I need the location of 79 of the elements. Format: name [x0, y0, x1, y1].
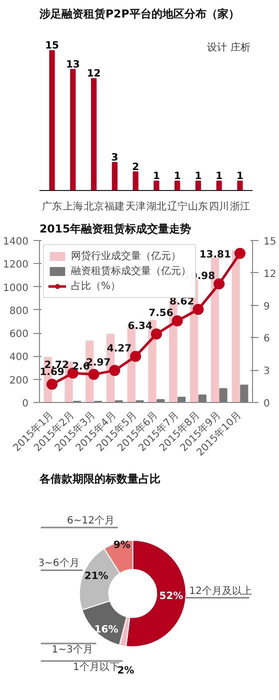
data-label: 4.27	[106, 343, 132, 354]
bar	[49, 50, 55, 190]
bar	[219, 388, 228, 402]
data-label: 2	[132, 162, 140, 173]
y2-tick-label: 12	[264, 268, 276, 280]
x-tick-label: 广东	[42, 200, 62, 212]
y-tick-label: 1000	[3, 282, 29, 294]
y2-tick-label: 15	[264, 236, 276, 248]
slice-label: 6~12个月	[67, 514, 115, 527]
bar	[112, 162, 118, 190]
bar	[174, 180, 180, 190]
point	[46, 378, 58, 390]
y-tick-label: 600	[9, 329, 29, 340]
bar	[216, 180, 222, 190]
bar	[240, 384, 248, 402]
y-tick-label: 0	[22, 398, 29, 410]
bar	[195, 180, 202, 190]
point	[192, 304, 204, 315]
point	[234, 248, 246, 259]
x-tick-label: 湖北	[146, 200, 166, 212]
x-tick-label: 北京	[84, 200, 104, 212]
data-label: 2%	[117, 666, 134, 677]
slice-label: 1~3个月	[52, 644, 93, 656]
point	[88, 368, 100, 380]
data-label: 1	[194, 171, 202, 182]
x-tick-label: 天津	[126, 200, 146, 212]
x-tick-label: 山东	[188, 200, 208, 212]
y-tick-label: 400	[9, 352, 29, 364]
x-tick-label: 辽宁	[167, 200, 188, 212]
data-label: 3	[111, 152, 118, 164]
bar	[198, 394, 206, 402]
data-label: 8.62	[170, 296, 194, 308]
chart-title: 2015年融资租赁标成交量走势	[40, 222, 192, 236]
y2-tick-label: 6	[264, 334, 270, 345]
data-label: 13	[66, 59, 80, 70]
data-label: 1	[216, 171, 223, 182]
data-label: 16%	[94, 624, 118, 636]
legend-label: 网贷行业成交量（亿元）	[71, 250, 181, 263]
slice-label: 1个月以下	[73, 660, 120, 673]
chart-title: 各借款期限的标数量占比	[38, 472, 160, 486]
data-label: 6.34	[128, 321, 152, 332]
data-label: 13.81	[199, 249, 232, 260]
data-label: 21%	[84, 571, 108, 582]
data-label: 7.56	[148, 308, 174, 319]
y-tick-label: 1200	[3, 260, 29, 271]
data-label: 9%	[113, 540, 130, 552]
bar	[70, 68, 76, 190]
point	[150, 328, 162, 340]
bar	[90, 78, 97, 190]
annotation: 设计 庄析	[207, 41, 250, 54]
legend-label: 占比（%）	[71, 280, 121, 293]
bar	[232, 250, 240, 402]
x-tick-label: 上海	[62, 200, 83, 212]
x-tick-label: 四川	[209, 200, 230, 212]
data-label: 1	[174, 171, 181, 182]
point	[130, 350, 142, 362]
bar	[237, 180, 243, 190]
point	[214, 278, 225, 290]
data-label: 15	[45, 40, 60, 52]
point	[109, 364, 120, 376]
data-label: 12	[86, 68, 101, 80]
data-label: 1.69	[40, 367, 64, 378]
data-label: 1	[236, 171, 244, 182]
y2-tick-label: 0	[264, 398, 270, 410]
y-tick-label: 800	[9, 306, 29, 317]
y-tick-label: 1400	[3, 236, 29, 248]
slice-label: 12个月及以上	[189, 584, 252, 597]
data-label: 52%	[159, 591, 184, 602]
chart-title: 涉足融资租赁P2P平台的地区分布（家）	[38, 8, 240, 20]
y-tick-label: 200	[9, 375, 29, 386]
x-tick-label: 福建	[104, 200, 125, 212]
x-tick-label: 浙江	[230, 200, 250, 212]
bar	[156, 399, 165, 402]
bar	[154, 180, 160, 190]
data-label: 1	[152, 171, 160, 182]
point	[172, 315, 183, 326]
bar	[132, 171, 138, 190]
y2-tick-label: 3	[264, 366, 270, 378]
y2-tick-label: 9	[264, 301, 270, 312]
